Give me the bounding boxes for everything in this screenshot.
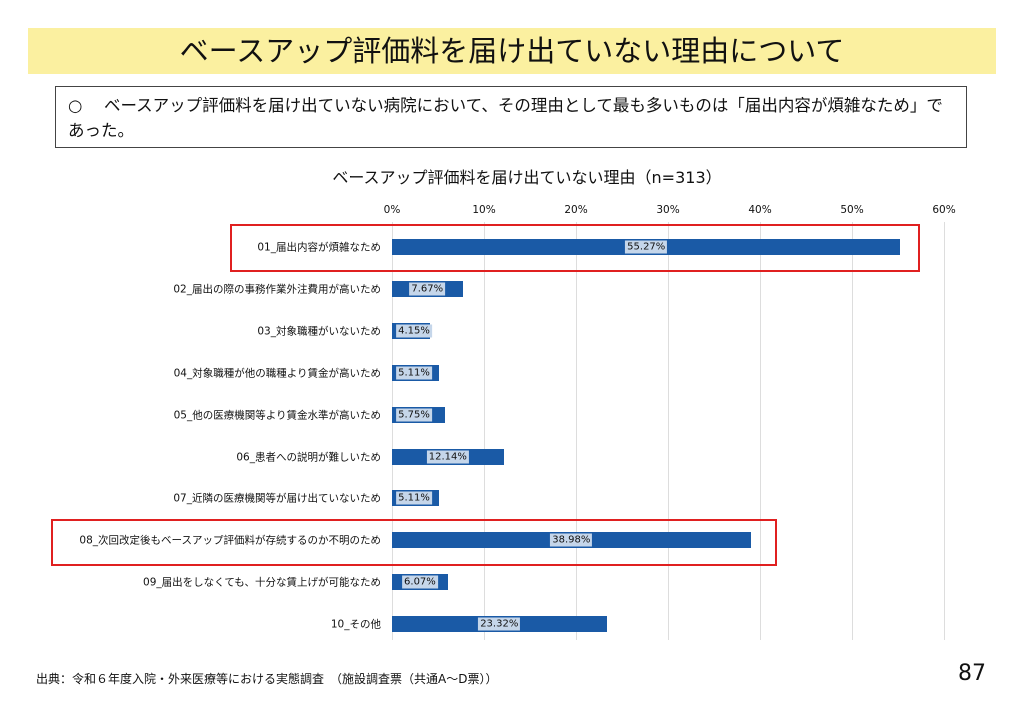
highlight-box <box>51 519 777 566</box>
x-tick-label: 30% <box>656 204 680 216</box>
data-label: 5.11% <box>396 366 432 380</box>
page-number: 87 <box>958 661 986 686</box>
category-label: 05_他の医療機関等より賃金水準が高いため <box>173 409 381 422</box>
category-label: 08_次回改定後もベースアップ評価料が存続するのか不明のため <box>79 534 381 547</box>
gridline <box>760 222 761 640</box>
x-tick-label: 50% <box>840 204 864 216</box>
gridline <box>392 222 393 640</box>
data-label: 5.75% <box>396 408 432 422</box>
data-label: 38.98% <box>550 533 593 547</box>
highlight-box <box>230 224 920 272</box>
gridline <box>668 222 669 640</box>
data-label: 12.14% <box>426 450 469 463</box>
x-tick-label: 0% <box>383 204 401 216</box>
category-label: 10_その他 <box>330 618 381 631</box>
category-label: 03_対象職種がいないため <box>257 325 381 338</box>
summary-text: ベースアップ評価料を届け出ていない病院において、その理由として最も多いものは「届… <box>68 96 943 140</box>
data-label: 7.67% <box>409 282 446 296</box>
gridline <box>484 222 485 640</box>
data-label: 4.15% <box>396 324 432 338</box>
category-label: 06_患者への説明が難しいため <box>236 451 381 463</box>
x-tick-label: 40% <box>748 204 772 216</box>
category-label: 01_届出内容が煩雑なため <box>257 241 381 254</box>
category-label: 07_近隣の医療機関等が届け出ていないため <box>173 492 381 505</box>
x-tick-label: 60% <box>932 204 956 216</box>
data-label: 6.07% <box>402 575 438 589</box>
gridline <box>576 222 577 640</box>
chart-title: ベースアップ評価料を届け出ていない理由（n=313） <box>332 168 722 187</box>
summary-box: ○ ベースアップ評価料を届け出ていない病院において、その理由として最も多いものは「… <box>55 86 967 148</box>
data-label: 23.32% <box>478 617 521 631</box>
slide-title: ベースアップ評価料を届け出ていない理由について <box>28 28 996 74</box>
x-tick-label: 20% <box>564 204 588 216</box>
bullet: ○ <box>68 96 83 115</box>
source-note: 出典：令和６年度入院・外来医療等における実態調査 （施設調査票（共通A～D票）） <box>36 672 498 686</box>
data-label: 5.11% <box>396 491 432 505</box>
gridline <box>852 222 853 640</box>
category-label: 09_届出をしなくても、十分な賃上げが可能なため <box>143 576 381 589</box>
category-label: 04_対象職種が他の職種より賃金が高いため <box>173 367 381 380</box>
x-tick-label: 10% <box>472 204 496 216</box>
data-label: 55.27% <box>625 240 668 254</box>
gridline <box>944 222 945 640</box>
category-label: 02_届出の際の事務作業外注費用が高いため <box>173 283 381 296</box>
